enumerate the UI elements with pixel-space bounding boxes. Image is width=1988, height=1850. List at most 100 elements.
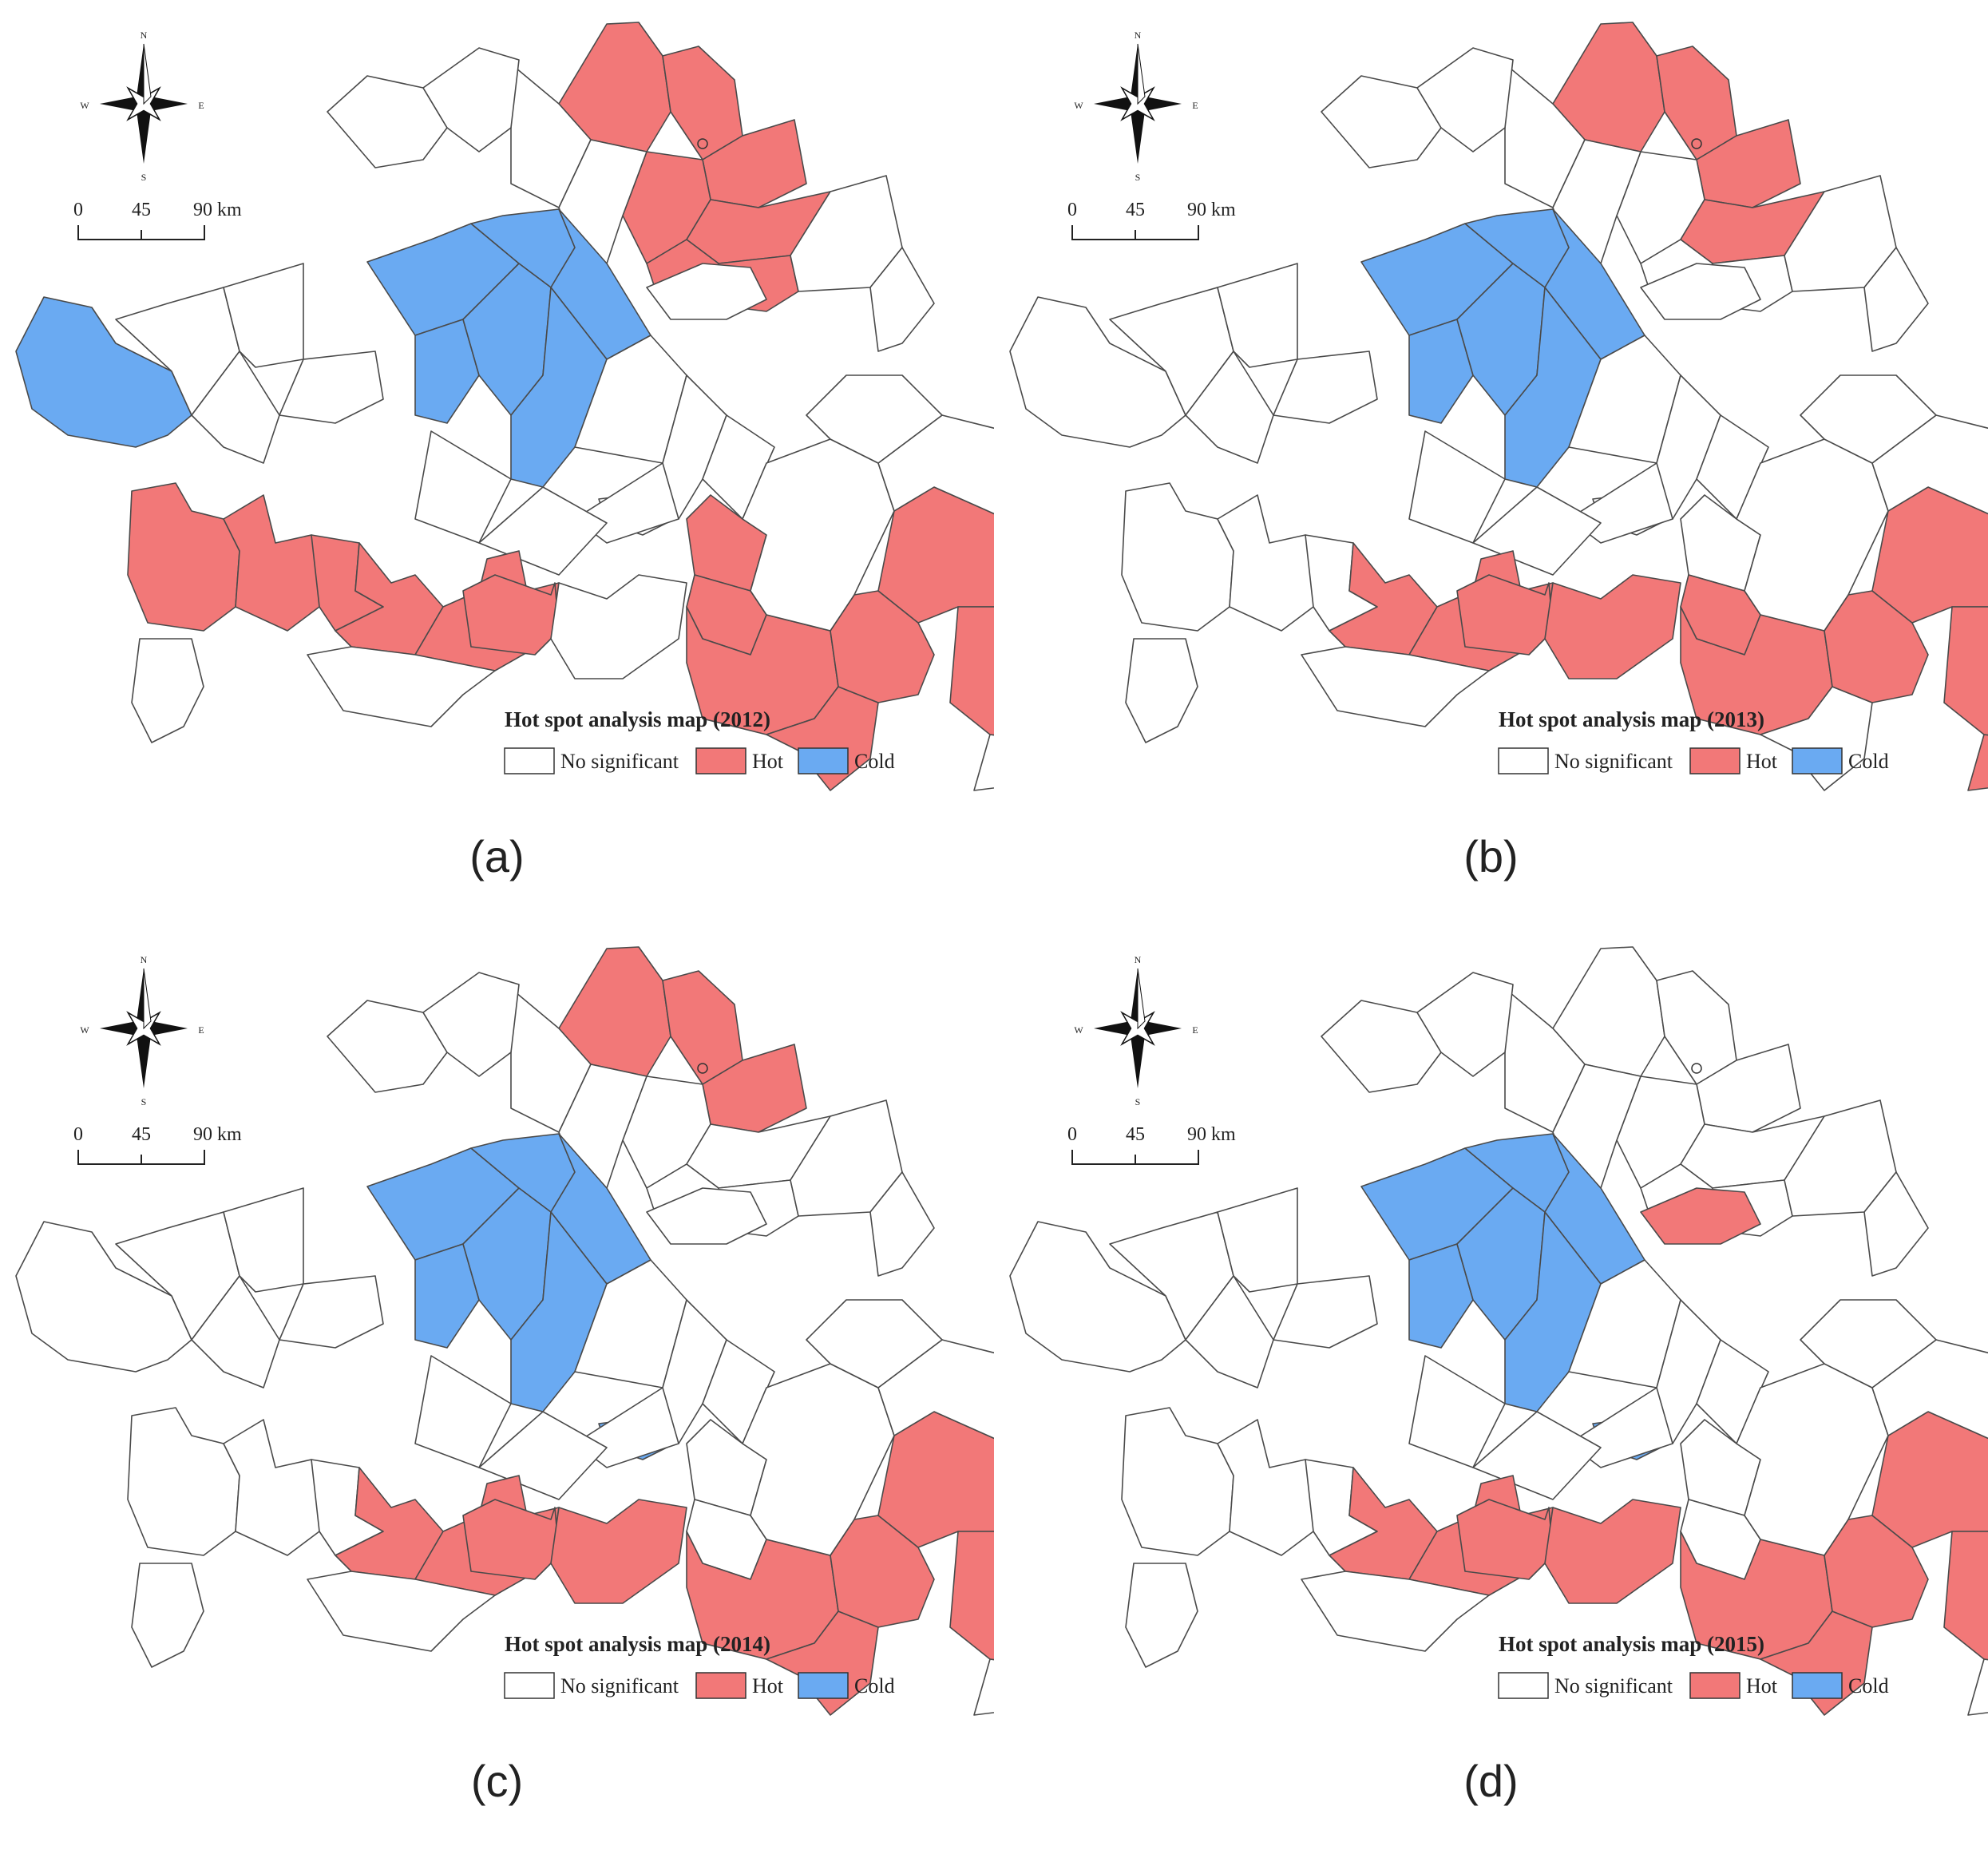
legend-label-none: No significant xyxy=(1554,750,1673,773)
region-nw2-not-significant xyxy=(1416,47,1514,153)
scale-label: 90 km xyxy=(1187,200,1236,220)
map-panel-c: N S E W 0 45 90 km Hot spot analysis map (2014)… xyxy=(0,925,994,1849)
region-se5-hot xyxy=(830,590,935,703)
region-s5-not-significant xyxy=(307,1571,496,1652)
legend: Hot spot analysis map (2014) No significa… xyxy=(504,1632,895,1699)
legend-label-cold: Cold xyxy=(854,1674,895,1697)
legend-swatch-cold xyxy=(798,747,849,774)
region-m5-not-significant xyxy=(1408,430,1506,544)
legend-swatch-hot xyxy=(1689,747,1740,774)
compass-label-n: N xyxy=(1135,30,1142,41)
region-sf1-not-significant xyxy=(742,438,895,632)
scale-label: 45 xyxy=(132,200,151,220)
region-se5-hot xyxy=(1824,590,1929,703)
compass-label-e: E xyxy=(198,100,204,111)
map-title: Hot spot analysis map (2013) xyxy=(1499,707,1764,731)
scale-label: 45 xyxy=(132,1124,151,1145)
region-c4-cold xyxy=(1408,1243,1474,1349)
compass-label-n: N xyxy=(141,30,148,41)
region-m1-not-significant xyxy=(1568,1259,1681,1388)
hotspot-map: N S E W 0 45 90 km Hot spot analysis map (2015)… xyxy=(1009,946,1988,1716)
compass-label-e: E xyxy=(198,1024,204,1036)
region-c4-cold xyxy=(414,1243,480,1349)
region-se7-hot xyxy=(1943,1531,1988,1661)
region-m3-not-significant xyxy=(702,1339,775,1444)
region-ne-hot xyxy=(1640,1187,1761,1245)
region-se8-not-significant xyxy=(973,734,994,791)
map-panel-a: N S E W 0 45 90 km Hot spot analysis map (2012)… xyxy=(0,0,994,925)
map-panel-d: N S E W 0 45 90 km Hot spot analysis map (2015)… xyxy=(994,925,1988,1849)
compass-label-s: S xyxy=(1135,1096,1141,1107)
region-sf1-not-significant xyxy=(742,1363,895,1556)
region-sf3-not-significant xyxy=(1800,1299,1937,1388)
compass-label-s: S xyxy=(1135,172,1141,183)
scale-label: 0 xyxy=(1067,200,1077,220)
region-s5-not-significant xyxy=(1301,646,1490,727)
scale-label: 90 km xyxy=(1187,1124,1236,1145)
legend-swatch-not-significant xyxy=(504,1672,555,1699)
region-se7-hot xyxy=(1943,606,1988,736)
scale-bar: 0 45 90 km xyxy=(73,1124,242,1165)
region-m1-not-significant xyxy=(574,335,687,464)
region-m1-not-significant xyxy=(574,1259,687,1388)
region-se8-not-significant xyxy=(973,1658,994,1716)
legend-label-cold: Cold xyxy=(854,750,895,773)
city-marker xyxy=(697,1063,708,1074)
city-marker xyxy=(697,138,708,149)
region-sf3-not-significant xyxy=(1800,374,1937,464)
legend-label-none: No significant xyxy=(560,750,679,773)
hotspot-map: N S E W 0 45 90 km Hot spot analysis map (2014)… xyxy=(15,946,994,1716)
region-s4-hot xyxy=(1544,574,1681,679)
region-w3-not-significant xyxy=(1217,1187,1298,1293)
north-arrow-icon: N S E W xyxy=(80,954,204,1107)
region-south-panhandle xyxy=(131,638,204,743)
region-m3-not-significant xyxy=(1696,414,1769,520)
compass-label-w: W xyxy=(1074,100,1083,111)
legend-label-hot: Hot xyxy=(752,1674,784,1697)
region-se7-hot xyxy=(949,1531,994,1661)
region-s4-hot xyxy=(1544,1499,1681,1604)
region-w3-not-significant xyxy=(223,263,304,368)
legend-label-hot: Hot xyxy=(1746,750,1778,773)
panel-caption: (b) xyxy=(1463,831,1519,881)
region-sf2-not-significant xyxy=(1871,1339,1988,1440)
hotspot-map: N S E W 0 45 90 km Hot spot analysis map (2013)… xyxy=(1009,22,1988,791)
region-nw2-not-significant xyxy=(422,47,520,153)
region-sf3-not-significant xyxy=(806,374,943,464)
compass-label-w: W xyxy=(1074,1024,1083,1036)
legend-swatch-not-significant xyxy=(504,747,555,774)
region-w4-not-significant xyxy=(1273,1275,1378,1349)
region-nf3-not-significant xyxy=(869,1171,935,1277)
scale-label: 0 xyxy=(73,200,83,220)
scale-bar: 0 45 90 km xyxy=(73,200,242,240)
city-marker xyxy=(1691,1063,1702,1074)
region-sf3-not-significant xyxy=(806,1299,943,1388)
region-w5-not-significant xyxy=(1185,351,1274,464)
legend-swatch-cold xyxy=(1792,1672,1843,1699)
city-marker xyxy=(1691,138,1702,149)
region-ne-not-significant xyxy=(1640,263,1761,320)
compass-label-w: W xyxy=(80,100,89,111)
county-regions xyxy=(15,946,994,1716)
legend-label-none: No significant xyxy=(560,1674,679,1697)
region-nw2-not-significant xyxy=(422,972,520,1077)
region-w5-not-significant xyxy=(191,351,280,464)
compass-label-n: N xyxy=(141,954,148,965)
legend-label-none: No significant xyxy=(1554,1674,1673,1697)
county-regions xyxy=(15,22,994,791)
legend-label-hot: Hot xyxy=(752,750,784,773)
region-sw1-not-significant xyxy=(1121,1407,1234,1556)
legend-swatch-cold xyxy=(1792,747,1843,774)
scale-label: 90 km xyxy=(193,1124,242,1145)
county-regions xyxy=(1009,946,1988,1716)
legend: Hot spot analysis map (2012) No significa… xyxy=(504,707,895,774)
region-south-panhandle xyxy=(1125,638,1198,743)
compass-label-s: S xyxy=(141,1096,147,1107)
region-w4-not-significant xyxy=(1273,351,1378,424)
legend: Hot spot analysis map (2015) No significa… xyxy=(1498,1632,1889,1699)
compass-label-w: W xyxy=(80,1024,89,1036)
region-m5-not-significant xyxy=(414,1355,512,1468)
region-se7-hot xyxy=(949,606,994,736)
region-sf2-not-significant xyxy=(1871,414,1988,515)
scale-label: 0 xyxy=(73,1124,83,1145)
